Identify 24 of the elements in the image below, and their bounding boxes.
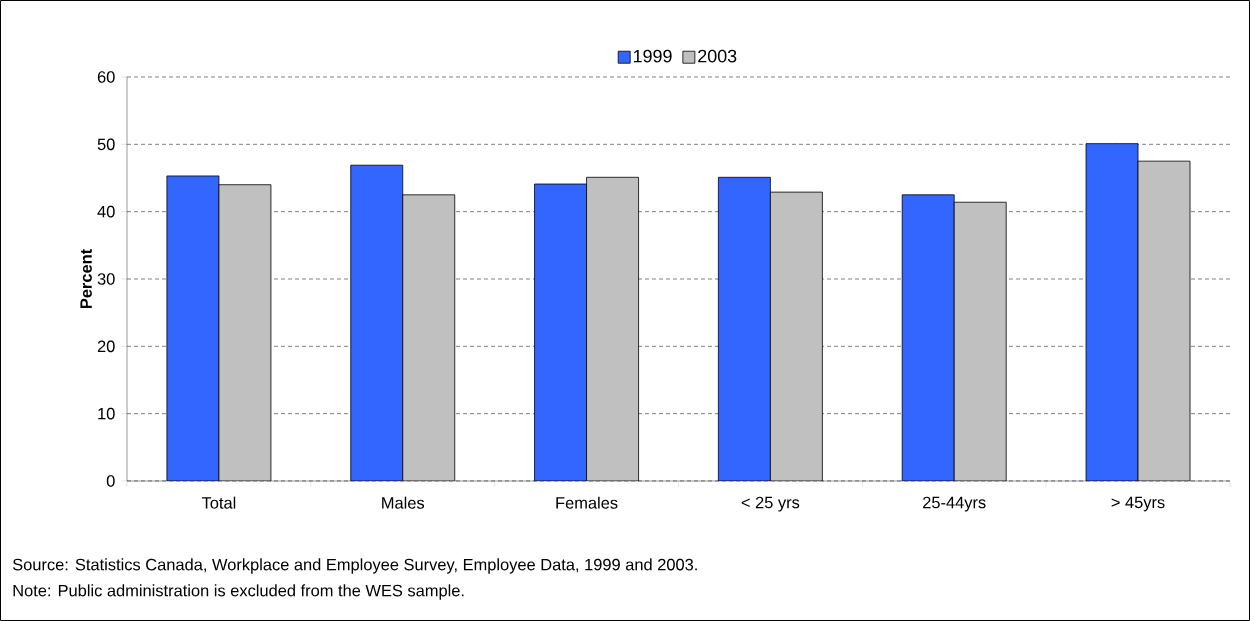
x-tick-label: Males bbox=[382, 496, 425, 509]
bar bbox=[402, 194, 456, 481]
y-tick-label: 40 bbox=[97, 205, 115, 218]
bar bbox=[953, 201, 1007, 481]
y-tick-label: 30 bbox=[97, 273, 115, 285]
legend-label: 2003 bbox=[698, 49, 737, 63]
legend-label: 1999 bbox=[633, 49, 672, 63]
x-tick-label: > 45yrs bbox=[1111, 496, 1165, 512]
bar bbox=[218, 184, 272, 481]
y-tick-label: 60 bbox=[97, 71, 115, 83]
y-tick-label: 0 bbox=[106, 475, 115, 487]
y-tick-label: 50 bbox=[97, 138, 115, 151]
y-tick-label: 10 bbox=[98, 407, 115, 420]
x-tick-label: 25-44yrs bbox=[923, 496, 986, 512]
x-tick-label: < 25 yrs bbox=[741, 496, 800, 512]
x-tick-label: Females bbox=[556, 496, 618, 509]
y-tick-label: 20 bbox=[97, 340, 115, 353]
y-axis-title: Percent bbox=[80, 249, 92, 309]
x-tick-label: Total bbox=[201, 496, 236, 509]
bar bbox=[769, 191, 823, 481]
bar bbox=[586, 176, 639, 481]
bar bbox=[1137, 160, 1191, 481]
source-note: Source: Statistics Canada, Workplace and Employee Survey, Employee Data, 1999 and 2003. bbox=[12, 558, 697, 574]
text: Note: Public administration is excluded from the WES sample. bbox=[13, 584, 464, 600]
